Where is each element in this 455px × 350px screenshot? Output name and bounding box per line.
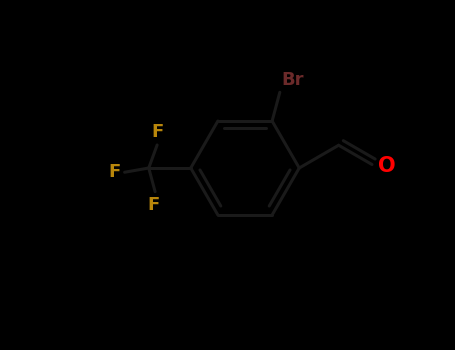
Text: F: F bbox=[108, 163, 121, 181]
Text: Br: Br bbox=[282, 71, 304, 90]
Text: F: F bbox=[151, 124, 163, 141]
Text: F: F bbox=[147, 196, 159, 214]
Text: O: O bbox=[378, 156, 396, 176]
